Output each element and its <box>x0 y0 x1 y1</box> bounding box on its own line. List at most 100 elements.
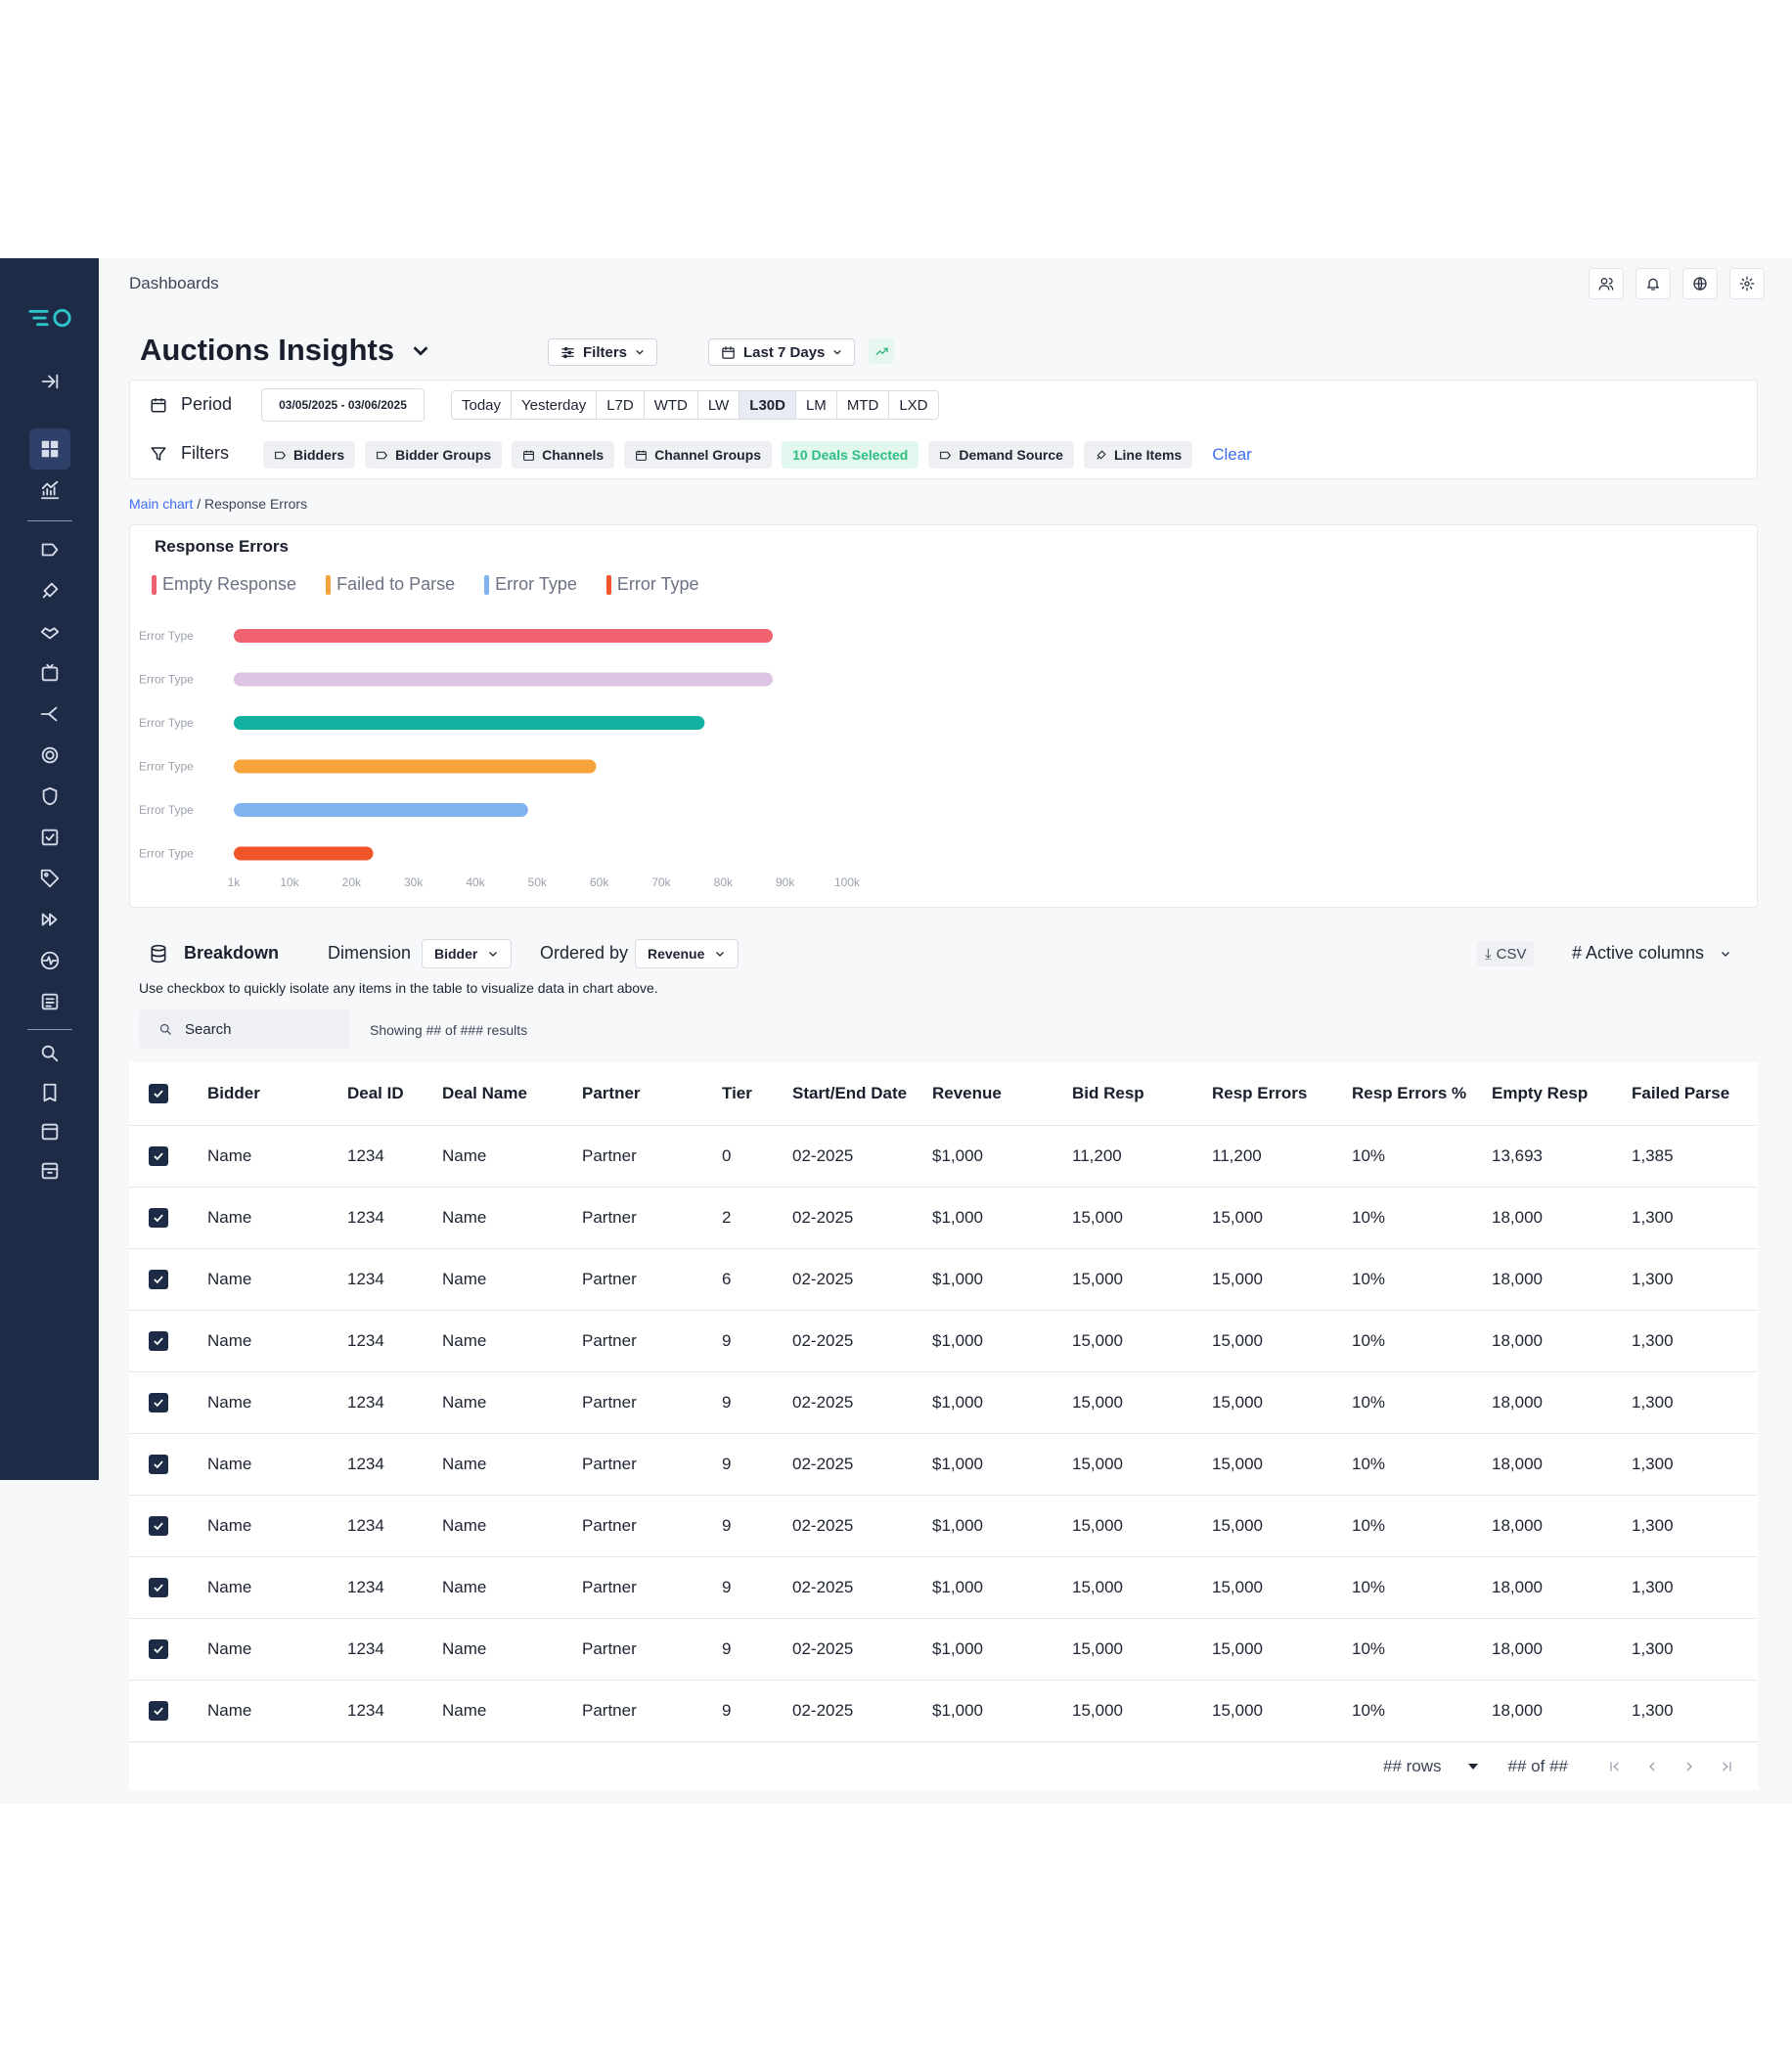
dimension-select[interactable]: Bidder <box>422 939 513 968</box>
sidebar-item-documents[interactable] <box>29 1072 70 1113</box>
period-preset-l30d[interactable]: L30D <box>739 391 796 419</box>
sidebar-item-analytics[interactable] <box>29 470 70 511</box>
column-header-bid-resp[interactable]: Bid Resp <box>1072 1062 1212 1126</box>
table-row[interactable]: Name 1234 Name Partner 9 02-2025 $1,000 15,000 1… <box>129 1680 1758 1742</box>
table-row[interactable]: Name 1234 Name Partner 9 02-2025 $1,000 15,000 1… <box>129 1495 1758 1557</box>
header-filters-button[interactable]: Filters <box>548 338 658 366</box>
table-row[interactable]: Name 1234 Name Partner 9 02-2025 $1,000 15,000 1… <box>129 1618 1758 1681</box>
column-header-deal-id[interactable]: Deal ID <box>347 1062 442 1126</box>
sidebar-item-launch[interactable] <box>29 570 70 611</box>
row-checkbox[interactable] <box>149 1392 168 1413</box>
select-all-checkbox[interactable] <box>149 1084 168 1103</box>
period-preset-lw[interactable]: LW <box>698 391 740 419</box>
bar[interactable] <box>234 716 705 730</box>
row-checkbox[interactable] <box>149 1515 168 1536</box>
csv-export-button[interactable]: ⤓ CSV <box>1477 941 1535 966</box>
sidebar-item-targeting[interactable] <box>29 735 70 776</box>
sidebar-item-dashboards[interactable] <box>29 428 70 470</box>
sidebar-item-deals[interactable] <box>29 611 70 652</box>
column-header-bidder[interactable]: Bidder <box>207 1062 347 1126</box>
period-preset-today[interactable]: Today <box>452 391 513 419</box>
filter-chip-line-items[interactable]: Line Items <box>1083 441 1193 469</box>
sidebar-item-search[interactable] <box>29 1033 70 1074</box>
sidebar-item-labels[interactable] <box>29 529 70 570</box>
column-header-partner[interactable]: Partner <box>582 1062 722 1126</box>
bar[interactable] <box>234 759 597 774</box>
clear-filters-link[interactable]: Clear <box>1212 445 1252 464</box>
column-header-revenue[interactable]: Revenue <box>932 1062 1072 1126</box>
column-header-failed-parse[interactable]: Failed Parse <box>1632 1062 1758 1126</box>
cell-bidder: Name <box>207 1618 347 1681</box>
trend-button[interactable] <box>869 338 894 364</box>
period-preset-l7d[interactable]: L7D <box>597 391 645 419</box>
column-header-start-end-date[interactable]: Start/End Date <box>792 1062 932 1126</box>
active-columns-dropdown[interactable]: # Active columns <box>1572 943 1731 964</box>
notifications-button[interactable] <box>1635 268 1671 299</box>
users-button[interactable] <box>1589 268 1624 299</box>
bar[interactable] <box>234 629 773 643</box>
filter-chip-demand-source[interactable]: Demand Source <box>928 441 1074 469</box>
next-page-icon[interactable] <box>1681 1759 1697 1774</box>
settings-button[interactable] <box>1729 268 1765 299</box>
filter-chip-channels[interactable]: Channels <box>512 441 615 469</box>
period-preset-lxd[interactable]: LXD <box>899 396 928 414</box>
row-checkbox[interactable] <box>149 1454 168 1474</box>
page-title-dropdown[interactable]: Auctions Insights <box>140 333 431 368</box>
rows-per-page-select[interactable]: ## rows <box>1383 1757 1479 1776</box>
column-header-empty-resp[interactable]: Empty Resp <box>1492 1062 1632 1126</box>
collapse-sidebar-icon[interactable] <box>29 361 70 402</box>
last-page-icon[interactable] <box>1719 1759 1734 1774</box>
previous-page-icon[interactable] <box>1644 1759 1660 1774</box>
table-row[interactable]: Name 1234 Name Partner 9 02-2025 $1,000 15,000 1… <box>129 1433 1758 1496</box>
cell-deal-name: Name <box>442 1680 582 1742</box>
logo-icon[interactable] <box>25 297 76 338</box>
bar[interactable] <box>234 846 374 861</box>
row-checkbox[interactable] <box>149 1330 168 1351</box>
sidebar-item-tasks[interactable] <box>29 817 70 858</box>
column-header-resp-errors[interactable]: Resp Errors <box>1212 1062 1352 1126</box>
row-checkbox[interactable] <box>149 1269 168 1289</box>
table-row[interactable]: Name 1234 Name Partner 2 02-2025 $1,000 15,000 1… <box>129 1187 1758 1249</box>
sidebar-item-security[interactable] <box>29 776 70 817</box>
column-header-deal-name[interactable]: Deal Name <box>442 1062 582 1126</box>
date-range-button[interactable]: Last 7 Days <box>708 338 856 366</box>
period-preset-yesterday[interactable]: Yesterday <box>512 391 598 419</box>
bar[interactable] <box>234 672 773 687</box>
filter-chip-channel-groups[interactable]: Channel Groups <box>624 441 773 469</box>
column-header-resp-errors[interactable]: Resp Errors % <box>1352 1062 1492 1126</box>
period-preset-wtd[interactable]: WTD <box>645 391 698 419</box>
sidebar-item-forward[interactable] <box>29 899 70 940</box>
filter-chip-10-deals-selected[interactable]: 10 Deals Selected <box>782 441 919 469</box>
period-preset-lm[interactable]: LM <box>796 391 837 419</box>
table-row[interactable]: Name 1234 Name Partner 9 02-2025 $1,000 15,000 1… <box>129 1556 1758 1619</box>
column-header-tier[interactable]: Tier <box>722 1062 792 1126</box>
sidebar-item-storage[interactable] <box>29 1150 70 1191</box>
bar[interactable] <box>234 803 528 817</box>
table-row[interactable]: Name 1234 Name Partner 6 02-2025 $1,000 15,000 1… <box>129 1248 1758 1311</box>
search-input[interactable]: Search <box>139 1009 349 1049</box>
row-checkbox[interactable] <box>149 1145 168 1166</box>
row-checkbox[interactable] <box>149 1638 168 1659</box>
filter-chip-bidder-groups[interactable]: Bidder Groups <box>365 441 503 469</box>
period-preset-mtd[interactable]: MTD <box>837 391 890 419</box>
ordered-by-select[interactable]: Revenue <box>635 939 739 968</box>
row-checkbox[interactable] <box>149 1207 168 1228</box>
row-checkbox[interactable] <box>149 1700 168 1721</box>
sidebar-item-reports[interactable] <box>29 981 70 1022</box>
table-row[interactable]: Name 1234 Name Partner 9 02-2025 $1,000 15,000 1… <box>129 1310 1758 1372</box>
sidebar-item-channels[interactable] <box>29 652 70 694</box>
sidebar-item-archive[interactable] <box>29 1111 70 1152</box>
row-checkbox[interactable] <box>149 1577 168 1597</box>
row-select-cell <box>129 1125 207 1188</box>
first-page-icon[interactable] <box>1607 1759 1623 1774</box>
sidebar-item-health[interactable] <box>29 940 70 981</box>
table-row[interactable]: Name 1234 Name Partner 9 02-2025 $1,000 15,000 1… <box>129 1371 1758 1434</box>
cell-partner: Partner <box>582 1125 722 1188</box>
language-button[interactable] <box>1682 268 1718 299</box>
filter-chip-bidders[interactable]: Bidders <box>263 441 356 469</box>
sidebar-item-tags[interactable] <box>29 858 70 899</box>
sidebar-item-routing[interactable] <box>29 694 70 735</box>
breadcrumb-link-main-chart[interactable]: Main chart <box>129 496 194 512</box>
period-date-range[interactable]: 03/05/2025 - 03/06/2025 <box>261 388 425 422</box>
table-row[interactable]: Name 1234 Name Partner 0 02-2025 $1,000 11,200 1… <box>129 1125 1758 1188</box>
